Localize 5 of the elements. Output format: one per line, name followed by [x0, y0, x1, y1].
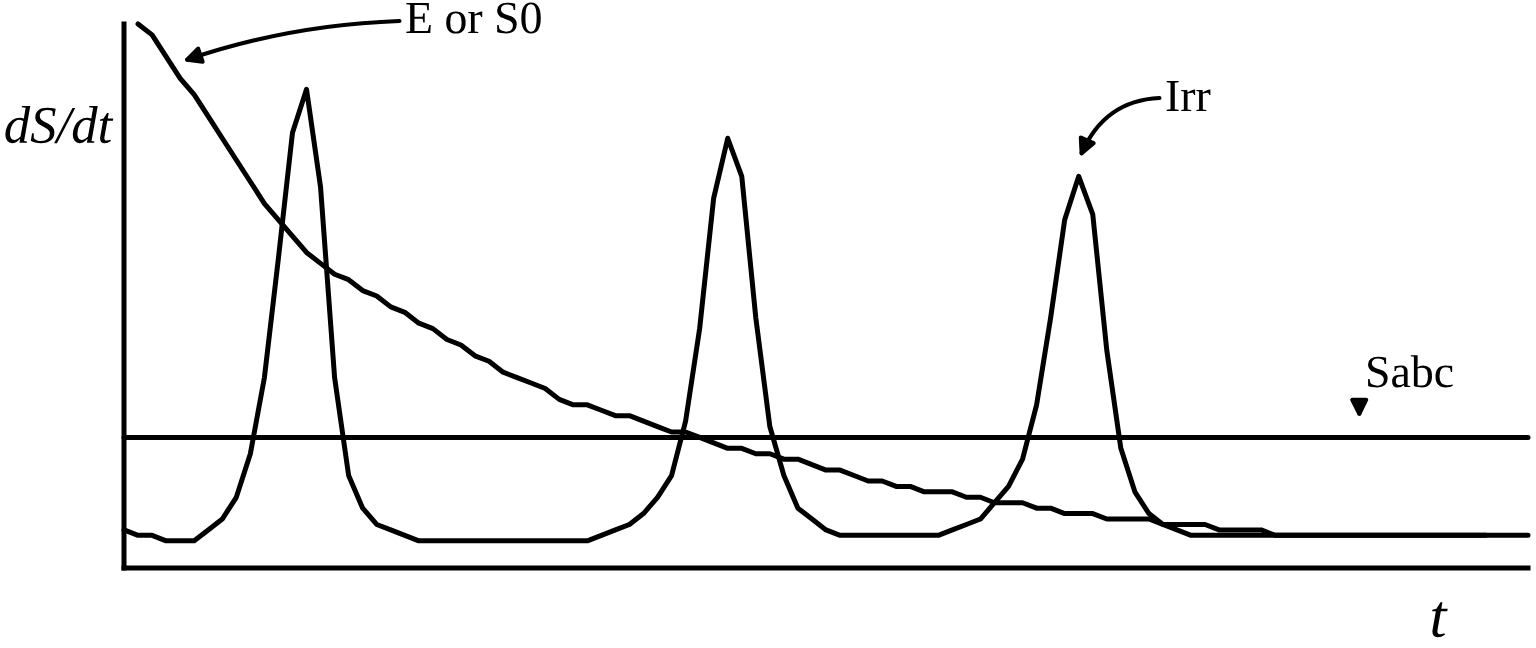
series-label: Sabc: [1368, 355, 1453, 388]
x-axis-title: t: [1432, 602, 1448, 638]
legend-label: E or S0: [406, 2, 541, 34]
legend-label: Irr: [1166, 81, 1211, 112]
y-axis-title: dS/dt: [5, 106, 114, 144]
